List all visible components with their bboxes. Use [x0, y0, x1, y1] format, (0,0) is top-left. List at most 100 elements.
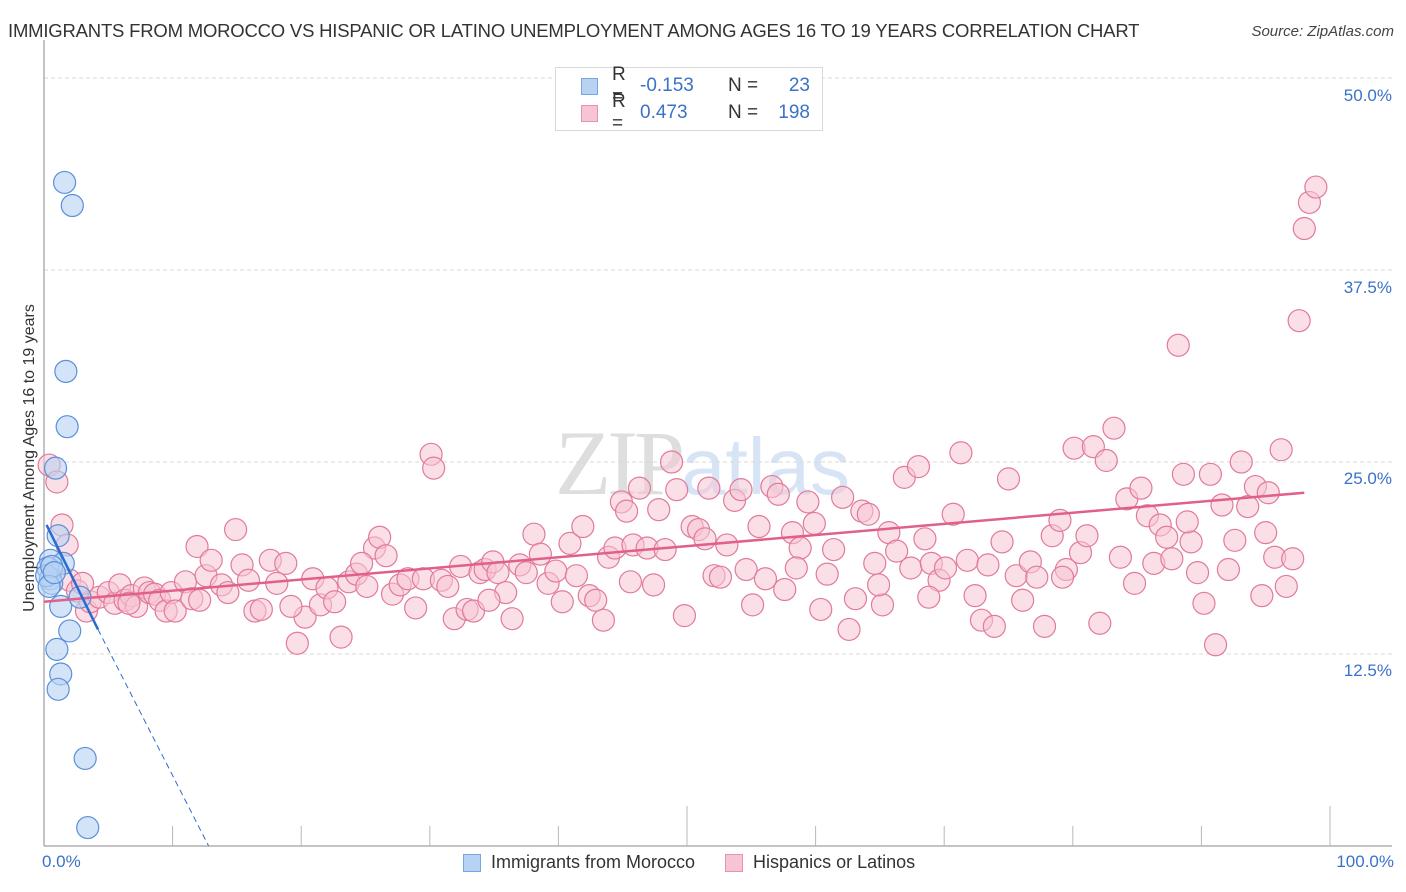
data-point — [1075, 524, 1099, 548]
blue-swatch-icon — [581, 77, 598, 95]
data-point — [941, 502, 965, 526]
data-point — [996, 467, 1021, 491]
data-point — [784, 556, 808, 580]
y-tick-50: 50.0% — [1343, 86, 1392, 105]
r-label: R = — [612, 91, 626, 134]
data-point — [766, 482, 790, 506]
data-point — [60, 193, 84, 218]
data-point — [1229, 450, 1253, 474]
data-point — [1171, 462, 1195, 486]
data-point — [1216, 557, 1241, 582]
data-point — [831, 485, 855, 509]
blue-swatch-icon — [463, 853, 481, 872]
data-point — [1094, 448, 1118, 473]
data-point — [374, 544, 398, 568]
data-point — [323, 590, 347, 614]
data-point — [1304, 175, 1328, 199]
n-label: N = — [728, 75, 759, 96]
data-point — [788, 536, 812, 560]
data-point — [913, 527, 937, 551]
data-point — [350, 551, 374, 575]
data-point — [802, 511, 826, 536]
legend-label: Immigrants from Morocco — [491, 852, 696, 872]
r-value: -0.153 — [640, 75, 694, 96]
data-point — [734, 557, 758, 582]
legend-item-hispanic[interactable]: Hispanics or Latinos — [725, 852, 915, 873]
data-point — [274, 551, 298, 575]
y-axis-label: Unemployment Among Ages 16 to 19 years — [21, 304, 38, 612]
data-point — [1108, 545, 1132, 569]
data-point — [693, 527, 717, 551]
data-point — [1185, 560, 1210, 585]
data-point — [550, 590, 574, 614]
data-point — [564, 564, 589, 588]
pink-swatch-icon — [581, 104, 598, 122]
data-point — [43, 456, 68, 480]
data-point — [279, 594, 303, 618]
source-label: Source: ZipAtlas.com — [1251, 23, 1394, 40]
data-point — [773, 577, 797, 602]
data-point — [906, 455, 931, 479]
r-label: R = — [612, 64, 626, 107]
data-point — [715, 533, 739, 557]
axes — [43, 40, 1392, 847]
data-point — [285, 631, 309, 655]
data-point — [1166, 333, 1190, 357]
data-point — [867, 573, 891, 597]
data-point — [1287, 309, 1311, 333]
y-tick-12-5: 12.5% — [1343, 661, 1392, 680]
data-point — [647, 498, 671, 522]
data-point — [976, 553, 1000, 577]
data-point — [856, 502, 880, 526]
data-point — [753, 567, 778, 591]
series-legend: Immigrants from Morocco Hispanics or Lat… — [463, 852, 945, 873]
data-point — [58, 619, 82, 643]
data-point — [1011, 588, 1035, 612]
data-point — [46, 677, 70, 701]
x-tick-0: 0.0% — [42, 852, 81, 871]
data-point — [1155, 525, 1179, 549]
data-point — [627, 476, 652, 500]
data-point — [185, 534, 209, 559]
data-point — [486, 560, 510, 585]
legend-item-morocco[interactable]: Immigrants from Morocco — [463, 852, 695, 873]
data-point — [584, 588, 608, 612]
data-point — [708, 565, 733, 589]
data-point — [76, 815, 100, 840]
y-tick-25: 25.0% — [1343, 469, 1392, 488]
data-point — [1088, 611, 1112, 635]
data-point — [1025, 565, 1049, 589]
data-point — [591, 608, 616, 632]
data-point — [899, 556, 923, 580]
n-label: N = — [728, 102, 759, 123]
data-point — [1203, 633, 1228, 657]
data-point — [917, 585, 941, 609]
data-point — [1256, 481, 1280, 505]
data-point — [55, 415, 79, 439]
data-point — [46, 524, 70, 548]
data-point — [697, 476, 721, 500]
data-point — [249, 597, 273, 622]
data-point — [355, 574, 379, 599]
data-point — [870, 593, 895, 617]
data-point — [1129, 476, 1153, 500]
data-point — [528, 542, 552, 566]
legend-row-hispanic: R = 0.473 N = 198 — [556, 91, 810, 134]
data-point — [54, 359, 78, 383]
data-point — [815, 562, 839, 586]
data-point — [1192, 591, 1216, 615]
data-point — [1050, 565, 1075, 589]
data-point — [1223, 528, 1247, 552]
data-point — [199, 548, 223, 572]
data-point — [52, 170, 77, 195]
data-point — [843, 587, 868, 611]
data-point — [571, 514, 595, 539]
data-point — [1210, 493, 1234, 517]
hispanic-points — [37, 175, 1328, 657]
data-point — [500, 607, 524, 631]
data-point — [885, 539, 909, 563]
data-point — [1102, 416, 1126, 440]
data-point — [1269, 438, 1293, 462]
data-point — [933, 556, 958, 580]
